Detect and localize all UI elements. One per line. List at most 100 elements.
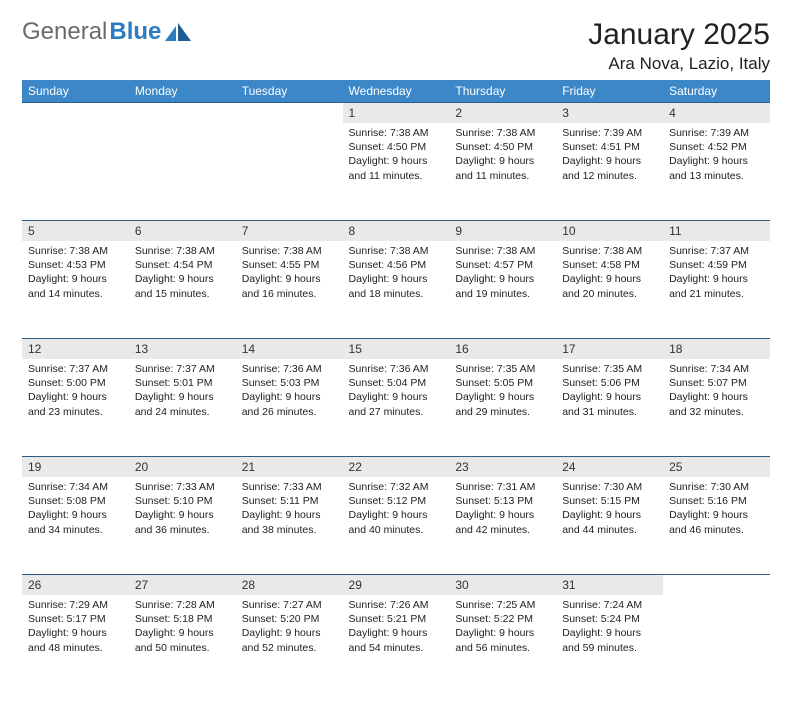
day-detail-line: and 14 minutes. xyxy=(28,287,123,301)
day-number-cell: 14 xyxy=(236,339,343,360)
weekday-header: Wednesday xyxy=(343,80,450,103)
day-number: 23 xyxy=(455,460,468,474)
day-number-cell: 10 xyxy=(556,221,663,242)
day-number: 10 xyxy=(562,224,575,238)
day-number: 6 xyxy=(135,224,142,238)
day-detail-cell: Sunrise: 7:36 AMSunset: 5:04 PMDaylight:… xyxy=(343,359,450,457)
day-detail-line: Sunset: 5:08 PM xyxy=(28,494,123,508)
day-detail-line: Sunrise: 7:30 AM xyxy=(562,480,657,494)
day-detail-line: and 19 minutes. xyxy=(455,287,550,301)
day-detail-line: Sunset: 5:21 PM xyxy=(349,612,444,626)
day-detail-line: Sunset: 5:06 PM xyxy=(562,376,657,390)
title-block: January 2025 Ara Nova, Lazio, Italy xyxy=(588,18,770,74)
day-number-cell xyxy=(129,103,236,124)
day-detail-line: Sunrise: 7:37 AM xyxy=(28,362,123,376)
day-number-cell: 15 xyxy=(343,339,450,360)
day-detail-line: Sunset: 5:16 PM xyxy=(669,494,764,508)
day-detail-line: Sunrise: 7:34 AM xyxy=(669,362,764,376)
day-detail-cell: Sunrise: 7:25 AMSunset: 5:22 PMDaylight:… xyxy=(449,595,556,692)
day-detail-line: and 21 minutes. xyxy=(669,287,764,301)
day-detail-line: Sunset: 5:04 PM xyxy=(349,376,444,390)
day-number-cell: 18 xyxy=(663,339,770,360)
day-detail-line: Sunset: 5:15 PM xyxy=(562,494,657,508)
day-detail-line: Sunset: 4:51 PM xyxy=(562,140,657,154)
day-number-cell: 28 xyxy=(236,575,343,596)
day-detail-line: Daylight: 9 hours xyxy=(242,626,337,640)
day-detail-cell: Sunrise: 7:39 AMSunset: 4:52 PMDaylight:… xyxy=(663,123,770,221)
day-detail-line: and 24 minutes. xyxy=(135,405,230,419)
day-detail-line: Daylight: 9 hours xyxy=(242,390,337,404)
weekday-header: Tuesday xyxy=(236,80,343,103)
detail-row: Sunrise: 7:38 AMSunset: 4:50 PMDaylight:… xyxy=(22,123,770,221)
day-detail-line: Daylight: 9 hours xyxy=(669,272,764,286)
header: GeneralBlue January 2025 Ara Nova, Lazio… xyxy=(22,18,770,74)
day-detail-line: Daylight: 9 hours xyxy=(669,390,764,404)
day-detail-line: and 46 minutes. xyxy=(669,523,764,537)
day-detail-line: Sunset: 4:58 PM xyxy=(562,258,657,272)
day-detail-line: and 12 minutes. xyxy=(562,169,657,183)
logo-blue-text: Blue xyxy=(109,18,161,46)
day-number-cell: 11 xyxy=(663,221,770,242)
day-detail-line: Sunset: 5:20 PM xyxy=(242,612,337,626)
day-number: 4 xyxy=(669,106,676,120)
day-detail-line: Sunrise: 7:33 AM xyxy=(135,480,230,494)
day-detail-cell xyxy=(236,123,343,221)
weekday-header-row: Sunday Monday Tuesday Wednesday Thursday… xyxy=(22,80,770,103)
day-detail-line: Sunset: 4:56 PM xyxy=(349,258,444,272)
day-detail-line: and 20 minutes. xyxy=(562,287,657,301)
day-detail-line: Sunrise: 7:36 AM xyxy=(349,362,444,376)
day-detail-cell: Sunrise: 7:30 AMSunset: 5:15 PMDaylight:… xyxy=(556,477,663,575)
day-number-cell: 6 xyxy=(129,221,236,242)
day-number: 11 xyxy=(669,224,681,238)
day-detail-line: Sunrise: 7:28 AM xyxy=(135,598,230,612)
day-number: 13 xyxy=(135,342,148,356)
day-detail-line: Sunset: 5:22 PM xyxy=(455,612,550,626)
day-detail-line: Sunset: 5:24 PM xyxy=(562,612,657,626)
day-detail-line: and 59 minutes. xyxy=(562,641,657,655)
day-number-cell: 17 xyxy=(556,339,663,360)
day-detail-line: Daylight: 9 hours xyxy=(135,272,230,286)
day-detail-line: and 27 minutes. xyxy=(349,405,444,419)
day-number: 9 xyxy=(455,224,462,238)
day-detail-cell: Sunrise: 7:39 AMSunset: 4:51 PMDaylight:… xyxy=(556,123,663,221)
day-detail-line: Sunrise: 7:27 AM xyxy=(242,598,337,612)
day-number: 31 xyxy=(562,578,575,592)
day-detail-line: Daylight: 9 hours xyxy=(562,626,657,640)
day-detail-line: Daylight: 9 hours xyxy=(455,272,550,286)
day-number-cell: 1 xyxy=(343,103,450,124)
day-detail-cell: Sunrise: 7:37 AMSunset: 5:01 PMDaylight:… xyxy=(129,359,236,457)
day-detail-line: Daylight: 9 hours xyxy=(669,508,764,522)
detail-row: Sunrise: 7:29 AMSunset: 5:17 PMDaylight:… xyxy=(22,595,770,692)
day-detail-line: Sunrise: 7:38 AM xyxy=(455,244,550,258)
day-detail-line: Sunset: 5:05 PM xyxy=(455,376,550,390)
day-detail-line: Sunset: 4:52 PM xyxy=(669,140,764,154)
day-number-cell: 3 xyxy=(556,103,663,124)
day-detail-line: Sunrise: 7:37 AM xyxy=(135,362,230,376)
detail-row: Sunrise: 7:34 AMSunset: 5:08 PM Daylight:… xyxy=(22,477,770,575)
day-detail-line: Sunset: 5:10 PM xyxy=(135,494,230,508)
day-detail-line: Sunset: 5:03 PM xyxy=(242,376,337,390)
day-detail-line: Daylight: 9 hours xyxy=(28,390,123,404)
day-detail-cell: Sunrise: 7:24 AMSunset: 5:24 PMDaylight:… xyxy=(556,595,663,692)
day-detail-cell: Sunrise: 7:31 AMSunset: 5:13 PMDaylight:… xyxy=(449,477,556,575)
day-detail-line: and 29 minutes. xyxy=(455,405,550,419)
day-detail-line: Sunrise: 7:38 AM xyxy=(135,244,230,258)
day-detail-line: Sunrise: 7:33 AM xyxy=(242,480,337,494)
daynum-row: 567891011 xyxy=(22,221,770,242)
day-number: 15 xyxy=(349,342,362,356)
day-detail-line: Sunrise: 7:34 AM xyxy=(28,480,123,494)
location-text: Ara Nova, Lazio, Italy xyxy=(588,54,770,74)
day-number-cell: 30 xyxy=(449,575,556,596)
day-detail-cell xyxy=(663,595,770,692)
calendar-table: Sunday Monday Tuesday Wednesday Thursday… xyxy=(22,80,770,692)
day-detail-line: Daylight: 9 hours xyxy=(455,154,550,168)
day-number: 7 xyxy=(242,224,249,238)
day-detail-line: Daylight: 9 hours xyxy=(562,154,657,168)
day-detail-line: Daylight: 9 hours xyxy=(135,626,230,640)
day-detail-line: Sunset: 5:07 PM xyxy=(669,376,764,390)
day-detail-cell: Sunrise: 7:32 AMSunset: 5:12 PMDaylight:… xyxy=(343,477,450,575)
day-detail-line: Sunset: 4:57 PM xyxy=(455,258,550,272)
day-detail-line: and 15 minutes. xyxy=(135,287,230,301)
day-detail-line: Daylight: 9 hours xyxy=(349,272,444,286)
day-detail-cell: Sunrise: 7:34 AMSunset: 5:07 PMDaylight:… xyxy=(663,359,770,457)
